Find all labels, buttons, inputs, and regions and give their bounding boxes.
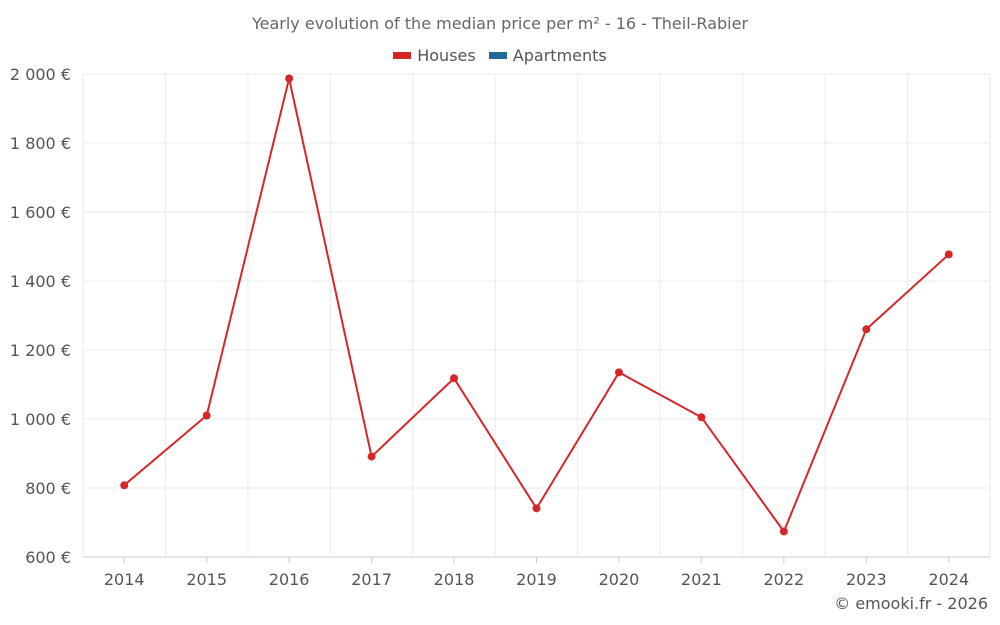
y-tick-label: 1 800 € bbox=[10, 134, 71, 153]
data-point-houses bbox=[614, 368, 623, 377]
x-tick-label: 2022 bbox=[764, 570, 805, 589]
x-tick-label: 2015 bbox=[186, 570, 227, 589]
legend-item-apartments[interactable]: Apartments bbox=[488, 46, 607, 65]
y-tick-label: 600 € bbox=[25, 548, 71, 567]
y-tick-label: 2 000 € bbox=[10, 65, 71, 84]
data-point-houses bbox=[120, 481, 129, 490]
legend-swatch-houses bbox=[393, 52, 412, 59]
y-tick-label: 1 000 € bbox=[10, 410, 71, 429]
x-tick-label: 2018 bbox=[434, 570, 475, 589]
data-point-houses bbox=[367, 452, 376, 461]
data-point-houses bbox=[944, 250, 953, 259]
data-point-houses bbox=[450, 374, 459, 383]
y-tick-label: 1 600 € bbox=[10, 203, 71, 222]
chart-title: Yearly evolution of the median price per… bbox=[251, 14, 749, 33]
x-tick-label: 2016 bbox=[269, 570, 310, 589]
legend-item-houses[interactable]: Houses bbox=[393, 46, 476, 65]
legend: Houses Apartments bbox=[0, 44, 1000, 65]
data-point-houses bbox=[285, 74, 294, 83]
x-tick-label: 2024 bbox=[928, 570, 969, 589]
x-tick-label: 2020 bbox=[599, 570, 640, 589]
x-tick-label: 2021 bbox=[681, 570, 722, 589]
data-point-houses bbox=[202, 411, 211, 420]
legend-label-houses: Houses bbox=[417, 46, 476, 65]
legend-swatch-apartments bbox=[488, 52, 507, 59]
x-tick-label: 2019 bbox=[516, 570, 557, 589]
data-point-houses bbox=[779, 527, 788, 536]
y-tick-label: 1 400 € bbox=[10, 272, 71, 291]
legend-label-apartments: Apartments bbox=[512, 46, 607, 65]
x-tick-label: 2023 bbox=[846, 570, 887, 589]
y-tick-label: 1 200 € bbox=[10, 341, 71, 360]
x-tick-label: 2017 bbox=[351, 570, 392, 589]
data-point-houses bbox=[532, 504, 541, 513]
data-point-houses bbox=[697, 413, 706, 422]
data-point-houses bbox=[862, 325, 871, 334]
credit-text: © emooki.fr - 2026 bbox=[834, 594, 988, 613]
y-tick-label: 800 € bbox=[25, 479, 71, 498]
x-tick-label: 2014 bbox=[104, 570, 145, 589]
